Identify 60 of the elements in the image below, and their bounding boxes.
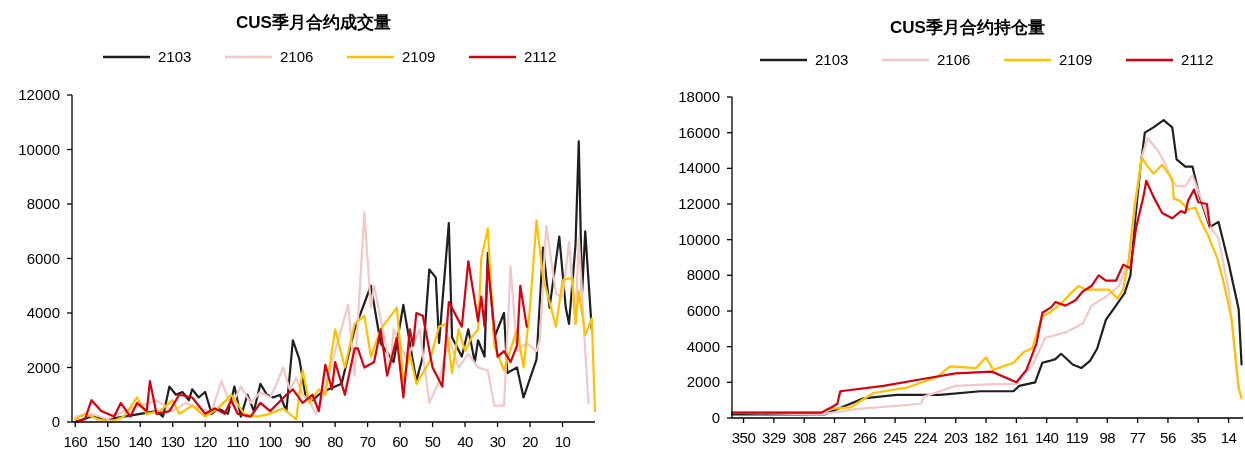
x-tick-label: 150: [95, 433, 120, 450]
chart-title: CUS季月合约持仓量: [890, 18, 1045, 37]
x-tick-label: 182: [974, 429, 998, 446]
x-tick-label: 30: [489, 433, 506, 450]
legend-label: 2112: [1181, 51, 1214, 68]
x-tick-label: 70: [359, 433, 376, 450]
x-tick-label: 77: [1129, 429, 1146, 446]
y-tick-label: 6000: [686, 302, 720, 319]
x-tick-label: 60: [392, 433, 409, 450]
x-tick-label: 203: [943, 429, 968, 446]
y-tick-label: 6000: [26, 249, 60, 267]
x-tick-label: 98: [1099, 429, 1116, 446]
y-tick-label: 0: [711, 409, 720, 426]
x-tick-label: 350: [731, 429, 756, 446]
y-tick-label: 4000: [26, 304, 60, 321]
legend-label: 2106: [280, 48, 314, 65]
x-tick-label: 266: [853, 429, 877, 446]
x-tick-label: 35: [1190, 429, 1207, 446]
legend-label: 2103: [158, 48, 192, 65]
x-tick-label: 100: [258, 433, 283, 450]
chart-title: CUS季月合约成交量: [236, 13, 391, 32]
x-tick-label: 40: [457, 433, 474, 450]
x-tick-label: 329: [762, 429, 786, 446]
x-tick-label: 110: [226, 433, 250, 450]
y-tick-label: 10000: [18, 140, 60, 158]
y-tick-label: 12000: [18, 86, 60, 103]
y-tick-label: 18000: [678, 88, 720, 105]
legend-label: 2106: [937, 51, 971, 68]
x-tick-label: 140: [128, 433, 153, 450]
x-tick-label: 161: [1004, 429, 1029, 446]
x-tick-label: 287: [822, 429, 847, 446]
x-tick-label: 224: [913, 429, 938, 446]
x-tick-label: 120: [193, 433, 218, 450]
x-tick-label: 119: [1065, 429, 1089, 446]
legend-label: 2103: [815, 51, 849, 68]
y-tick-label: 10000: [678, 230, 720, 248]
y-tick-label: 2000: [686, 373, 720, 391]
x-tick-label: 90: [294, 433, 311, 450]
y-tick-label: 12000: [678, 195, 720, 212]
x-tick-label: 160: [63, 433, 88, 450]
x-tick-label: 10: [554, 433, 571, 450]
legend-label: 2109: [402, 48, 436, 65]
y-tick-label: 16000: [678, 123, 720, 141]
x-tick-label: 308: [792, 429, 817, 446]
y-tick-label: 4000: [686, 337, 720, 355]
x-tick-label: 20: [522, 433, 539, 450]
x-tick-label: 56: [1160, 429, 1176, 446]
x-tick-label: 80: [327, 433, 344, 450]
x-tick-label: 50: [424, 433, 441, 450]
x-tick-label: 245: [883, 429, 908, 446]
legend-label: 2109: [1059, 51, 1093, 68]
y-tick-label: 8000: [26, 195, 60, 212]
y-tick-label: 2000: [26, 358, 60, 376]
y-tick-label: 14000: [678, 159, 720, 177]
x-tick-label: 140: [1034, 429, 1059, 446]
legend-label: 2112: [524, 48, 557, 65]
x-tick-label: 130: [160, 433, 185, 450]
y-tick-label: 8000: [686, 266, 720, 284]
x-tick-label: 14: [1220, 429, 1237, 446]
y-tick-label: 0: [51, 413, 60, 430]
